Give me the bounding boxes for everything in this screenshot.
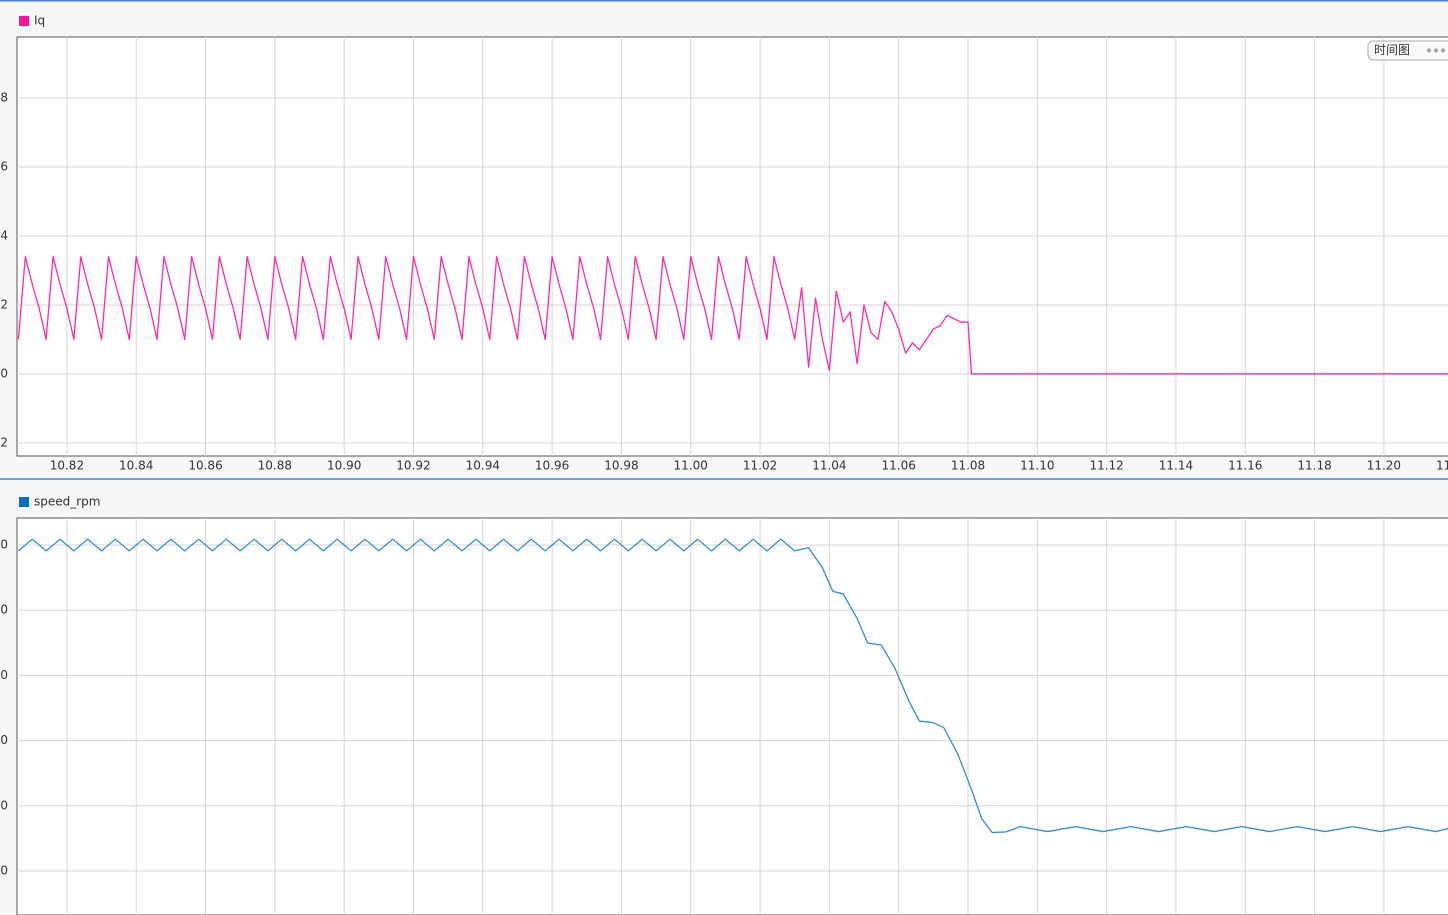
series-line — [17, 538, 1448, 834]
badge-dot — [1433, 48, 1439, 53]
x-tick-label: 10.88 — [258, 459, 292, 473]
x-tick-label: 11.02 — [743, 459, 777, 473]
y-tick-label: 4 — [0, 228, 8, 242]
x-tick-label: 11.20 — [1367, 459, 1401, 473]
y-tick-label: 800 — [0, 603, 8, 617]
badge — [1367, 40, 1448, 61]
y-tick-label: 200 — [0, 798, 8, 812]
plot-area — [16, 36, 1448, 457]
y-tick-label: 600 — [0, 668, 8, 682]
y-tick-label: 0 — [0, 366, 8, 380]
x-tick-label: 10.84 — [119, 459, 153, 473]
x-tick-label: 11.12 — [1089, 459, 1123, 473]
x-tick-label: 11.22 — [1436, 459, 1448, 473]
x-tick-label: 11.18 — [1297, 459, 1331, 473]
legend-label: Iq — [34, 14, 45, 28]
x-tick-label: 11.06 — [882, 459, 916, 473]
plot-layer — [17, 256, 1448, 375]
badge-dot — [1426, 48, 1432, 53]
x-tick-label: 10.86 — [188, 459, 222, 473]
legend-label: speed_rpm — [34, 495, 101, 509]
y-tick-label: 6 — [0, 160, 8, 174]
x-tick-label: 10.92 — [396, 459, 430, 473]
plot-area — [16, 517, 1448, 915]
series-line — [17, 256, 1448, 375]
x-tick-label: 10.90 — [327, 459, 361, 473]
legend-swatch — [19, 497, 29, 507]
x-tick-label: 10.82 — [50, 459, 84, 473]
x-tick-label: 11.08 — [951, 459, 985, 473]
y-tick-label: 2 — [0, 297, 8, 311]
x-tick-label: 10.94 — [466, 459, 500, 473]
x-tick-label: 11.00 — [674, 459, 708, 473]
x-tick-label: 10.98 — [604, 459, 638, 473]
x-tick-label: 11.16 — [1228, 459, 1262, 473]
badge-dot — [1440, 48, 1446, 53]
y-tick-label: 1000 — [0, 538, 8, 552]
legend-swatch — [19, 16, 29, 26]
y-tick-label: 400 — [0, 733, 8, 747]
x-tick-label: 11.14 — [1159, 459, 1193, 473]
x-tick-label: 11.10 — [1020, 459, 1054, 473]
y-tick-label: -2 — [0, 435, 8, 449]
plot-layer — [17, 538, 1448, 834]
badge-label: 时间图 — [1374, 43, 1410, 57]
x-tick-label: 10.96 — [535, 459, 569, 473]
x-tick-label: 11.04 — [812, 459, 846, 473]
y-tick-label: 8 — [0, 91, 8, 105]
y-tick-label: 0 — [0, 863, 8, 877]
